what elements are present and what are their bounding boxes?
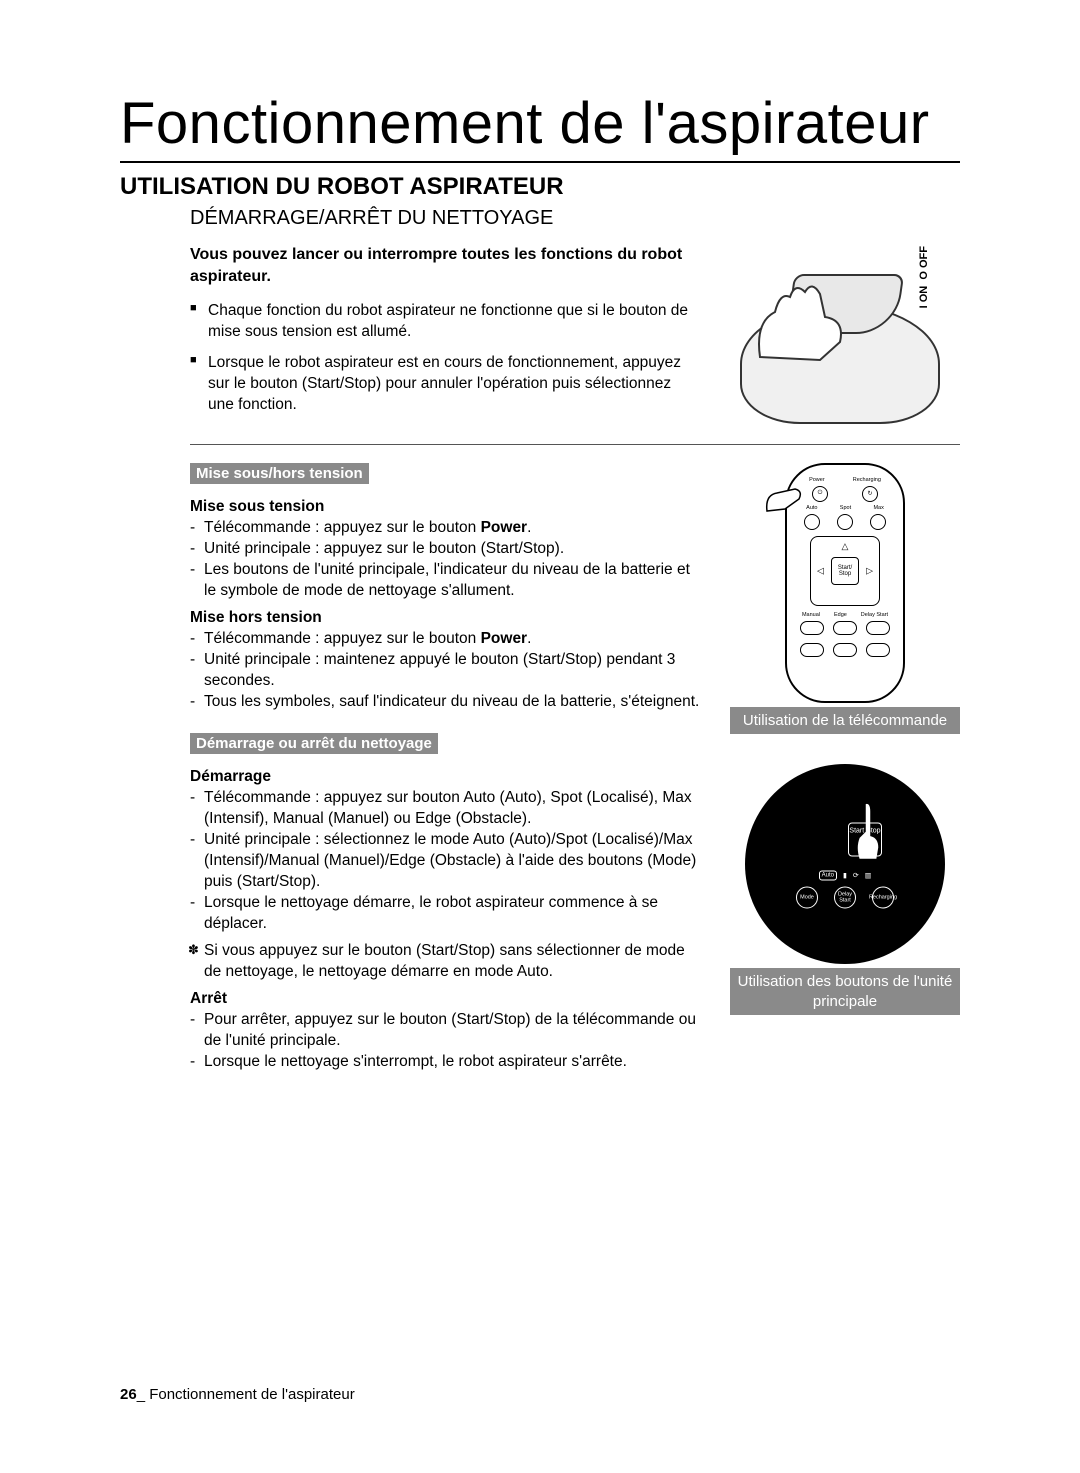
start-note: Si vous appuyez sur le bouton (Start/Sto… bbox=[190, 941, 700, 983]
heading-power-on: Mise sous tension bbox=[190, 498, 700, 516]
list-item: Télécommande : appuyez sur le bouton Pow… bbox=[190, 518, 700, 539]
text: Télécommande : appuyez sur le bouton bbox=[204, 519, 481, 536]
intro-text-col: Vous pouvez lancer ou interrompre toutes… bbox=[120, 244, 700, 426]
hand-icon bbox=[765, 483, 805, 513]
remote-caption: Utilisation de la télécommande bbox=[730, 707, 960, 735]
spot-btn-icon bbox=[837, 514, 853, 530]
extra-btn-icon bbox=[866, 643, 890, 657]
heading-stop: Arrêt bbox=[190, 990, 700, 1008]
list-item: Lorsque le nettoyage démarre, le robot a… bbox=[190, 893, 700, 935]
section-title: UTILISATION DU ROBOT ASPIRATEUR bbox=[120, 173, 960, 201]
heading-start: Démarrage bbox=[190, 768, 700, 786]
on-off-label: I ON O OFF bbox=[918, 246, 930, 308]
heading-power-off: Mise hors tension bbox=[190, 609, 700, 627]
delay-start-btn-icon: Delay Start bbox=[834, 887, 856, 909]
on-label: I ON bbox=[918, 286, 930, 309]
arrow-left-icon: ◁ bbox=[817, 565, 824, 576]
right-figures: Power Recharging ⏻ ↻ Auto Spot Max bbox=[730, 463, 960, 1079]
arrow-up-icon: △ bbox=[842, 541, 849, 552]
arrow-right-icon: ▷ bbox=[866, 565, 873, 576]
panel-bottom-row: Mode Delay Start Recharging bbox=[765, 887, 925, 909]
max-btn-icon bbox=[870, 514, 886, 530]
intro-bold: Vous pouvez lancer ou interrompre toutes… bbox=[190, 244, 700, 287]
start-stop-btn-icon: Start Stop bbox=[848, 823, 882, 857]
intro-row: Vous pouvez lancer ou interrompre toutes… bbox=[120, 244, 960, 426]
battery-icon: ▮ bbox=[843, 872, 847, 880]
stop-list: Pour arrêter, appuyez sur le bouton (Sta… bbox=[190, 1010, 700, 1073]
delay-btn-icon bbox=[866, 621, 890, 635]
intro-bullets: Chaque fonction du robot aspirateur ne f… bbox=[190, 301, 700, 416]
list-item: Lorsque le nettoyage s'interrompt, le ro… bbox=[190, 1052, 700, 1073]
start-stop-btn-icon: Start/ Stop bbox=[831, 557, 859, 585]
panel-caption: Utilisation des boutons de l'unité princ… bbox=[730, 968, 960, 1015]
list-item: Tous les symboles, sauf l'indicateur du … bbox=[190, 692, 700, 713]
list-item: Télécommande : appuyez sur bouton Auto (… bbox=[190, 788, 700, 830]
footer-sep: _ bbox=[137, 1386, 150, 1403]
mode-btn-icon: Mode bbox=[796, 887, 818, 909]
manual-page: Fonctionnement de l'aspirateur UTILISATI… bbox=[0, 0, 1080, 1473]
tag-power: Mise sous/hors tension bbox=[190, 463, 369, 484]
power-word: Power bbox=[481, 519, 528, 536]
battery-level-icon: ▥ bbox=[865, 872, 872, 880]
power-text-col: Mise sous/hors tension Mise sous tension… bbox=[120, 463, 700, 1079]
recharge-icon: ⟳ bbox=[853, 872, 859, 880]
tag-clean: Démarrage ou arrêt du nettoyage bbox=[190, 733, 438, 754]
text: Télécommande : appuyez sur le bouton bbox=[204, 630, 481, 647]
off-label: O OFF bbox=[918, 246, 930, 280]
remote-label-spot: Spot bbox=[840, 505, 851, 511]
edge-btn-icon bbox=[833, 621, 857, 635]
list-item: Unité principale : maintenez appuyé le b… bbox=[190, 650, 700, 692]
extra-btn-icon bbox=[800, 643, 824, 657]
power-off-list: Télécommande : appuyez sur le bouton Pow… bbox=[190, 629, 700, 713]
remote-label-power: Power bbox=[809, 477, 825, 483]
subsection-title: DÉMARRAGE/ARRÊT DU NETTOYAGE bbox=[190, 207, 960, 230]
intro-bullet: Chaque fonction du robot aspirateur ne f… bbox=[190, 301, 700, 343]
list-item: Unité principale : sélectionnez le mode … bbox=[190, 830, 700, 893]
list-item: Pour arrêter, appuyez sur le bouton (Sta… bbox=[190, 1010, 700, 1052]
robot-figure-col: I ON O OFF bbox=[730, 244, 960, 426]
intro-bullet: Lorsque le robot aspirateur est en cours… bbox=[190, 353, 700, 416]
manual-btn-icon bbox=[800, 621, 824, 635]
power-row: Mise sous/hors tension Mise sous tension… bbox=[120, 463, 960, 1079]
panel-label-row: Auto ▮ ⟳ ▥ bbox=[765, 871, 925, 881]
list-item: Les boutons de l'unité principale, l'ind… bbox=[190, 560, 700, 602]
list-item: Unité principale : appuyez sur le bouton… bbox=[190, 539, 700, 560]
recharge-icon: ↻ bbox=[862, 486, 878, 502]
remote-label-recharging: Recharging bbox=[853, 477, 881, 483]
power-on-list: Télécommande : appuyez sur le bouton Pow… bbox=[190, 518, 700, 602]
power-icon: ⏻ bbox=[812, 486, 828, 502]
page-title: Fonctionnement de l'aspirateur bbox=[120, 90, 960, 163]
page-number: 26 bbox=[120, 1386, 137, 1403]
robot-illustration: I ON O OFF bbox=[730, 244, 950, 424]
power-word: Power bbox=[481, 630, 528, 647]
auto-chip: Auto bbox=[819, 871, 837, 881]
control-panel-icon: Start Stop Auto ▮ ⟳ ▥ Mode Delay Start R… bbox=[745, 764, 945, 964]
list-item: Télécommande : appuyez sur le bouton Pow… bbox=[190, 629, 700, 650]
panel-figure: Start Stop Auto ▮ ⟳ ▥ Mode Delay Start R… bbox=[730, 764, 960, 1015]
remote-label-delay: Delay Start bbox=[861, 612, 888, 618]
start-list: Télécommande : appuyez sur bouton Auto (… bbox=[190, 788, 700, 934]
remote-label-edge: Edge bbox=[834, 612, 847, 618]
auto-btn-icon bbox=[804, 514, 820, 530]
remote-label-max: Max bbox=[873, 505, 883, 511]
extra-btn-icon bbox=[833, 643, 857, 657]
remote-icon: Power Recharging ⏻ ↻ Auto Spot Max bbox=[785, 463, 905, 703]
hand-icon bbox=[750, 272, 850, 362]
remote-figure: Power Recharging ⏻ ↻ Auto Spot Max bbox=[730, 463, 960, 735]
page-footer: 26_ Fonctionnement de l'aspirateur bbox=[120, 1386, 355, 1403]
remote-label-manual: Manual bbox=[802, 612, 820, 618]
divider bbox=[190, 444, 960, 445]
remote-label-auto: Auto bbox=[806, 505, 817, 511]
recharging-btn-icon: Recharging bbox=[872, 887, 894, 909]
dpad-icon: △ ◁ ▷ Start/ Stop bbox=[810, 536, 880, 606]
footer-text: Fonctionnement de l'aspirateur bbox=[149, 1386, 354, 1403]
